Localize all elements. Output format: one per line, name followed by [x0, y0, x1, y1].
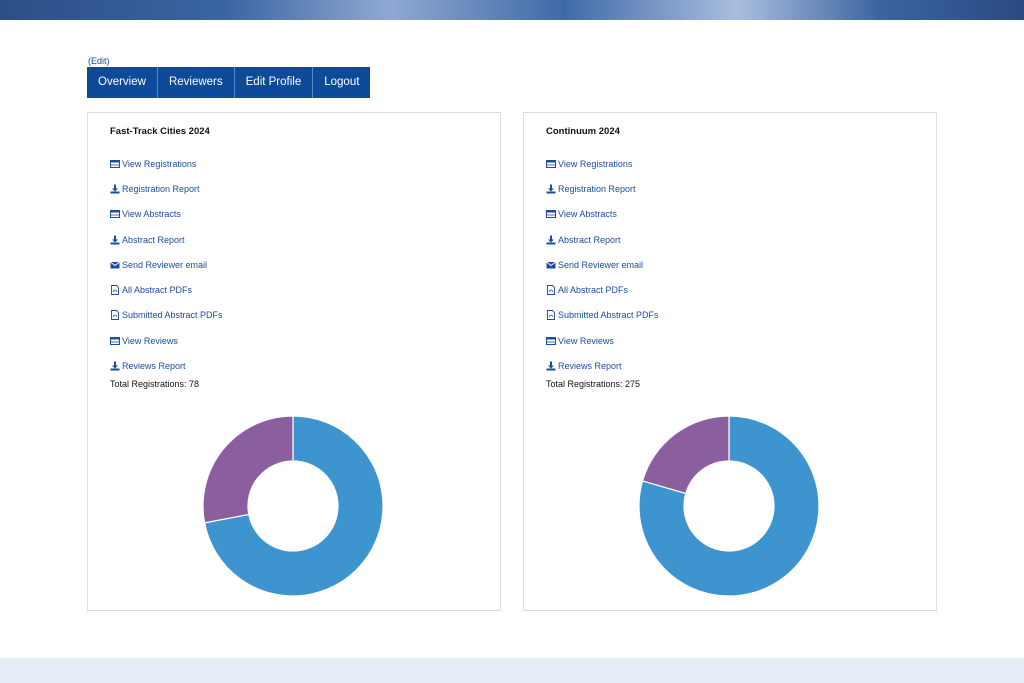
event-panel-1: Continuum 2024 View Registrations Registr… — [523, 112, 937, 611]
link-abstract-report[interactable]: Abstract Report — [110, 227, 223, 252]
link-label: Registration Report — [558, 183, 636, 194]
table-icon — [546, 159, 558, 169]
total-registrations: Total Registrations: 78 — [110, 379, 200, 389]
link-view-abstracts[interactable]: View Abstracts — [110, 202, 223, 227]
download-icon — [546, 184, 558, 194]
edit-link[interactable]: (Edit) — [88, 56, 110, 66]
download-icon — [110, 361, 122, 371]
link-label: View Reviews — [558, 335, 614, 346]
nav-reviewers-button[interactable]: Reviewers — [158, 67, 235, 98]
event-links: View Registrations Registration Report Vie… — [110, 151, 223, 379]
link-all-abstract-pdfs[interactable]: All Abstract PDFs — [546, 277, 659, 302]
link-label: Registration Report — [122, 183, 200, 194]
link-submitted-abstract-pdfs[interactable]: Submitted Abstract PDFs — [110, 303, 223, 328]
download-icon — [110, 235, 122, 245]
link-label: Send Reviewer email — [122, 259, 208, 270]
link-registration-report[interactable]: Registration Report — [110, 176, 223, 201]
pdf-file-icon — [546, 310, 558, 321]
download-icon — [110, 184, 122, 194]
table-icon — [546, 209, 558, 219]
donut-slice-1[interactable] — [202, 415, 294, 524]
link-view-reviews[interactable]: View Reviews — [546, 328, 659, 353]
link-send-reviewer-email[interactable]: Send Reviewer email — [110, 252, 223, 277]
link-label: Abstract Report — [558, 234, 621, 245]
link-label: Submitted Abstract PDFs — [558, 310, 659, 321]
main-nav: Overview Reviewers Edit Profile Logout — [87, 67, 371, 98]
download-icon — [546, 235, 558, 245]
link-label: All Abstract PDFs — [122, 285, 193, 296]
pdf-file-icon — [546, 285, 558, 296]
footer-band — [0, 658, 1024, 683]
link-label: View Reviews — [122, 335, 178, 346]
header-banner — [0, 0, 1024, 20]
link-label: Abstract Report — [122, 234, 185, 245]
pdf-file-icon — [110, 285, 122, 296]
table-icon — [110, 159, 122, 169]
link-label: Send Reviewer email — [558, 259, 644, 270]
table-icon — [546, 336, 558, 346]
link-label: View Abstracts — [558, 209, 617, 220]
link-label: Reviews Report — [558, 361, 622, 372]
link-label: View Abstracts — [122, 209, 181, 220]
link-reviews-report[interactable]: Reviews Report — [110, 353, 223, 378]
event-panel-0: Fast-Track Cities 2024 View Registration… — [87, 112, 501, 611]
pdf-file-icon — [110, 310, 122, 321]
envelope-icon — [110, 260, 122, 270]
link-send-reviewer-email[interactable]: Send Reviewer email — [546, 252, 659, 277]
event-links: View Registrations Registration Report Vie… — [546, 151, 659, 379]
link-registration-report[interactable]: Registration Report — [546, 176, 659, 201]
download-icon — [546, 361, 558, 371]
link-reviews-report[interactable]: Reviews Report — [546, 353, 659, 378]
link-all-abstract-pdfs[interactable]: All Abstract PDFs — [110, 277, 223, 302]
donut-slice-0[interactable] — [203, 415, 384, 597]
table-icon — [110, 336, 122, 346]
link-label: View Registrations — [558, 158, 633, 169]
donut-slice-1[interactable] — [641, 415, 730, 495]
link-label: View Registrations — [122, 158, 197, 169]
nav-logout-button[interactable]: Logout — [324, 76, 360, 88]
link-label: Reviews Report — [122, 361, 186, 372]
link-submitted-abstract-pdfs[interactable]: Submitted Abstract PDFs — [546, 303, 659, 328]
link-view-abstracts[interactable]: View Abstracts — [546, 202, 659, 227]
envelope-icon — [546, 260, 558, 270]
registrations-donut-chart — [638, 415, 820, 597]
link-label: Submitted Abstract PDFs — [122, 310, 223, 321]
link-view-registrations[interactable]: View Registrations — [110, 151, 223, 176]
link-view-reviews[interactable]: View Reviews — [110, 328, 223, 353]
table-icon — [110, 209, 122, 219]
event-title: Fast-Track Cities 2024 — [110, 126, 210, 137]
nav-edit-profile-button[interactable]: Edit Profile — [235, 67, 314, 98]
nav-overview-button[interactable]: Overview — [87, 67, 158, 98]
link-abstract-report[interactable]: Abstract Report — [546, 227, 659, 252]
link-label: All Abstract PDFs — [558, 285, 629, 296]
total-registrations: Total Registrations: 275 — [546, 379, 641, 389]
registrations-donut-chart — [202, 415, 384, 597]
donut-slice-0[interactable] — [638, 415, 820, 597]
event-title: Continuum 2024 — [546, 126, 620, 137]
link-view-registrations[interactable]: View Registrations — [546, 151, 659, 176]
